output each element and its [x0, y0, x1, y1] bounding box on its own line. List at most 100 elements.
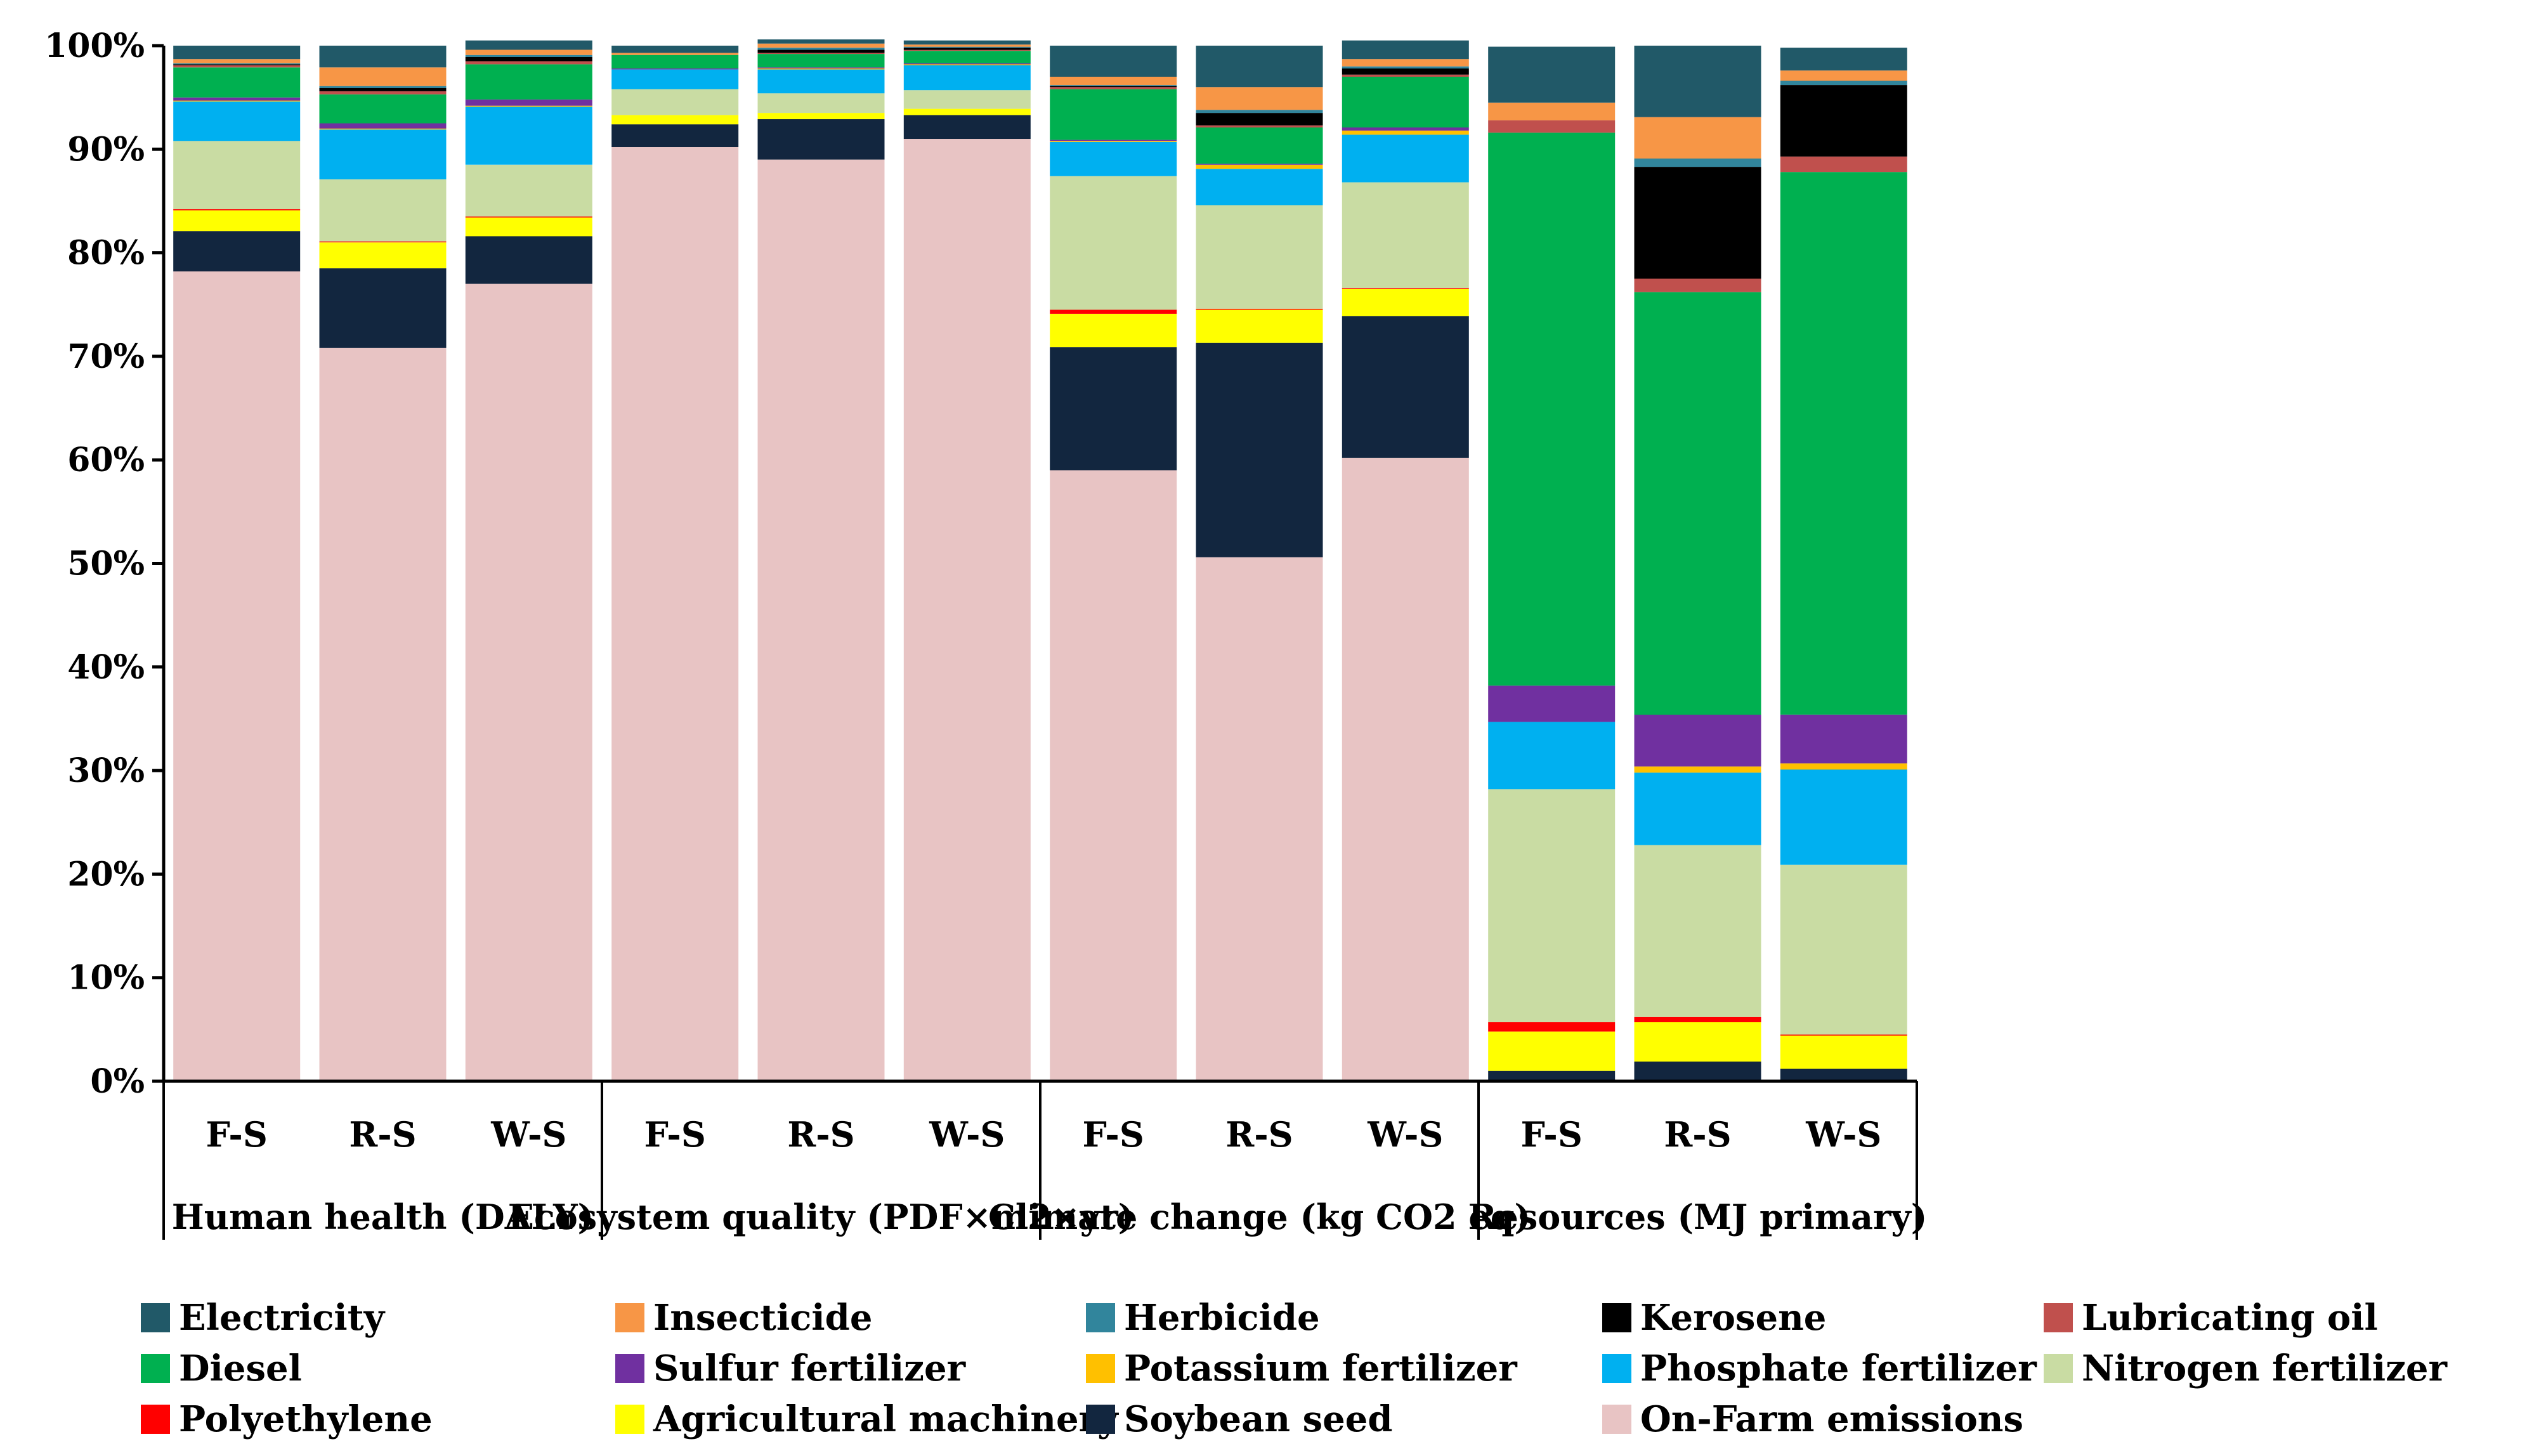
segment-on-farm-emissions	[757, 159, 885, 1082]
x-category-label: F-S	[644, 1114, 706, 1155]
segment-herbicide	[1196, 110, 1323, 114]
bar-climate-change-kg-co2-eq-w-s	[1342, 40, 1469, 1081]
segment-lubricating-oil	[319, 91, 447, 94]
segment-soybean-seed	[757, 119, 885, 160]
legend-label: Soybean seed	[1124, 1398, 1393, 1440]
segment-on-farm-emissions	[1196, 557, 1323, 1081]
legend-swatch	[141, 1405, 170, 1434]
segment-nitrogen-fertilizer	[1780, 864, 1907, 1035]
legend-label: Kerosene	[1640, 1297, 1826, 1339]
x-category-label: R-S	[1225, 1114, 1293, 1155]
x-category-label: F-S	[1083, 1114, 1144, 1155]
segment-insecticide	[903, 44, 1031, 47]
segment-herbicide	[173, 63, 301, 65]
segment-insecticide	[1634, 117, 1761, 159]
legend-item-polyethylene: Polyethylene	[141, 1398, 433, 1440]
segment-soybean-seed	[903, 115, 1031, 139]
y-tick-label: 60%	[67, 441, 145, 479]
segment-sulfur-fertilizer	[173, 97, 301, 101]
segment-lubricating-oil	[1488, 120, 1616, 133]
segment-agricultural-machinery	[1780, 1036, 1907, 1069]
segment-herbicide	[1634, 159, 1761, 167]
legend-swatch	[141, 1303, 170, 1332]
segment-nitrogen-fertilizer	[611, 89, 739, 115]
legend-item-kerosene: Kerosene	[1602, 1297, 1826, 1339]
segment-soybean-seed	[1342, 316, 1469, 458]
segment-kerosene	[1050, 86, 1177, 88]
legend-label: Nitrogen fertilizer	[2082, 1348, 2448, 1389]
segment-phosphate-fertilizer	[1780, 769, 1907, 865]
bar-resources-mj-primary-f-s	[1488, 46, 1616, 1081]
segment-kerosene	[319, 88, 447, 91]
legend-label: Insecticide	[653, 1297, 872, 1339]
legend-label: Lubricating oil	[2082, 1297, 2378, 1339]
segment-insecticide	[1780, 70, 1907, 81]
segment-electricity	[611, 46, 739, 53]
segment-phosphate-fertilizer	[1342, 134, 1469, 183]
segment-lubricating-oil	[1342, 74, 1469, 77]
legend-item-electricity: Electricity	[141, 1297, 386, 1339]
segment-nitrogen-fertilizer	[1488, 789, 1616, 1022]
segment-electricity	[319, 46, 447, 68]
legend-swatch	[1602, 1354, 1631, 1383]
axis-layer: 0% 10% 20% 30% 40% 50% 60% 70% 80% 90% 100% F-S R-S W…	[44, 27, 1927, 1240]
segment-kerosene	[757, 49, 885, 53]
segment-electricity	[1342, 40, 1469, 60]
segment-herbicide	[319, 86, 447, 88]
legend-swatch	[615, 1354, 644, 1383]
segment-phosphate-fertilizer	[611, 69, 739, 89]
segment-insecticide	[465, 49, 592, 55]
segment-on-farm-emissions	[319, 348, 447, 1081]
segment-soybean-seed	[611, 124, 739, 147]
y-tick-label: 20%	[67, 855, 145, 894]
segment-potassium-fertilizer	[903, 64, 1031, 65]
segment-lubricating-oil	[465, 61, 592, 65]
segment-soybean-seed	[465, 236, 592, 284]
bar-ecosystem-quality-pdf-m2-yr-f-s	[611, 46, 739, 1081]
segment-potassium-fertilizer	[1634, 766, 1761, 773]
x-category-label: W-S	[1805, 1114, 1881, 1155]
legend-item-soybean-seed: Soybean seed	[1086, 1398, 1393, 1440]
segment-electricity	[903, 40, 1031, 45]
segment-agricultural-machinery	[1488, 1031, 1616, 1071]
x-category-label: W-S	[490, 1114, 566, 1155]
segment-agricultural-machinery	[757, 113, 885, 119]
group-label-ecosystem-quality-pdf-m2-yr: Ecosystem quality (PDF×m2×yr)	[508, 1197, 1135, 1237]
legend-swatch	[2044, 1303, 2073, 1332]
segment-electricity	[1634, 46, 1761, 117]
y-tick-label: 100%	[44, 27, 145, 65]
segment-nitrogen-fertilizer	[903, 90, 1031, 109]
segment-insecticide	[1196, 87, 1323, 110]
segment-herbicide	[1342, 66, 1469, 68]
segment-phosphate-fertilizer	[1196, 169, 1323, 205]
bar-ecosystem-quality-pdf-m2-yr-w-s	[903, 40, 1031, 1081]
segment-diesel	[319, 94, 447, 124]
segment-phosphate-fertilizer	[1050, 141, 1177, 176]
segment-nitrogen-fertilizer	[1196, 205, 1323, 309]
segment-herbicide	[757, 48, 885, 50]
legend-item-agricultural-machinery: Agricultural machinery	[615, 1398, 1119, 1440]
legend-label: Agricultural machinery	[653, 1398, 1119, 1440]
segment-phosphate-fertilizer	[903, 65, 1031, 91]
legend-label: On-Farm emissions	[1640, 1398, 2023, 1440]
legend-swatch	[1602, 1303, 1631, 1332]
segment-potassium-fertilizer	[319, 128, 447, 130]
segment-sulfur-fertilizer	[1488, 686, 1616, 722]
segment-kerosene	[1634, 167, 1761, 279]
segment-electricity	[173, 46, 301, 60]
segment-sulfur-fertilizer	[903, 63, 1031, 65]
segment-nitrogen-fertilizer	[1634, 845, 1761, 1017]
segment-diesel	[1634, 292, 1761, 715]
segment-lubricating-oil	[1196, 125, 1323, 127]
segment-diesel	[1342, 77, 1469, 127]
segment-potassium-fertilizer	[173, 100, 301, 102]
segment-potassium-fertilizer	[1050, 141, 1177, 142]
segment-sulfur-fertilizer	[611, 68, 739, 70]
segment-kerosene	[1196, 113, 1323, 126]
segment-on-farm-emissions	[1050, 470, 1177, 1081]
y-tick-label: 80%	[67, 234, 145, 273]
legend-label: Diesel	[179, 1348, 302, 1389]
segment-on-farm-emissions	[465, 283, 592, 1082]
segment-insecticide	[319, 67, 447, 86]
segment-diesel	[1050, 89, 1177, 140]
